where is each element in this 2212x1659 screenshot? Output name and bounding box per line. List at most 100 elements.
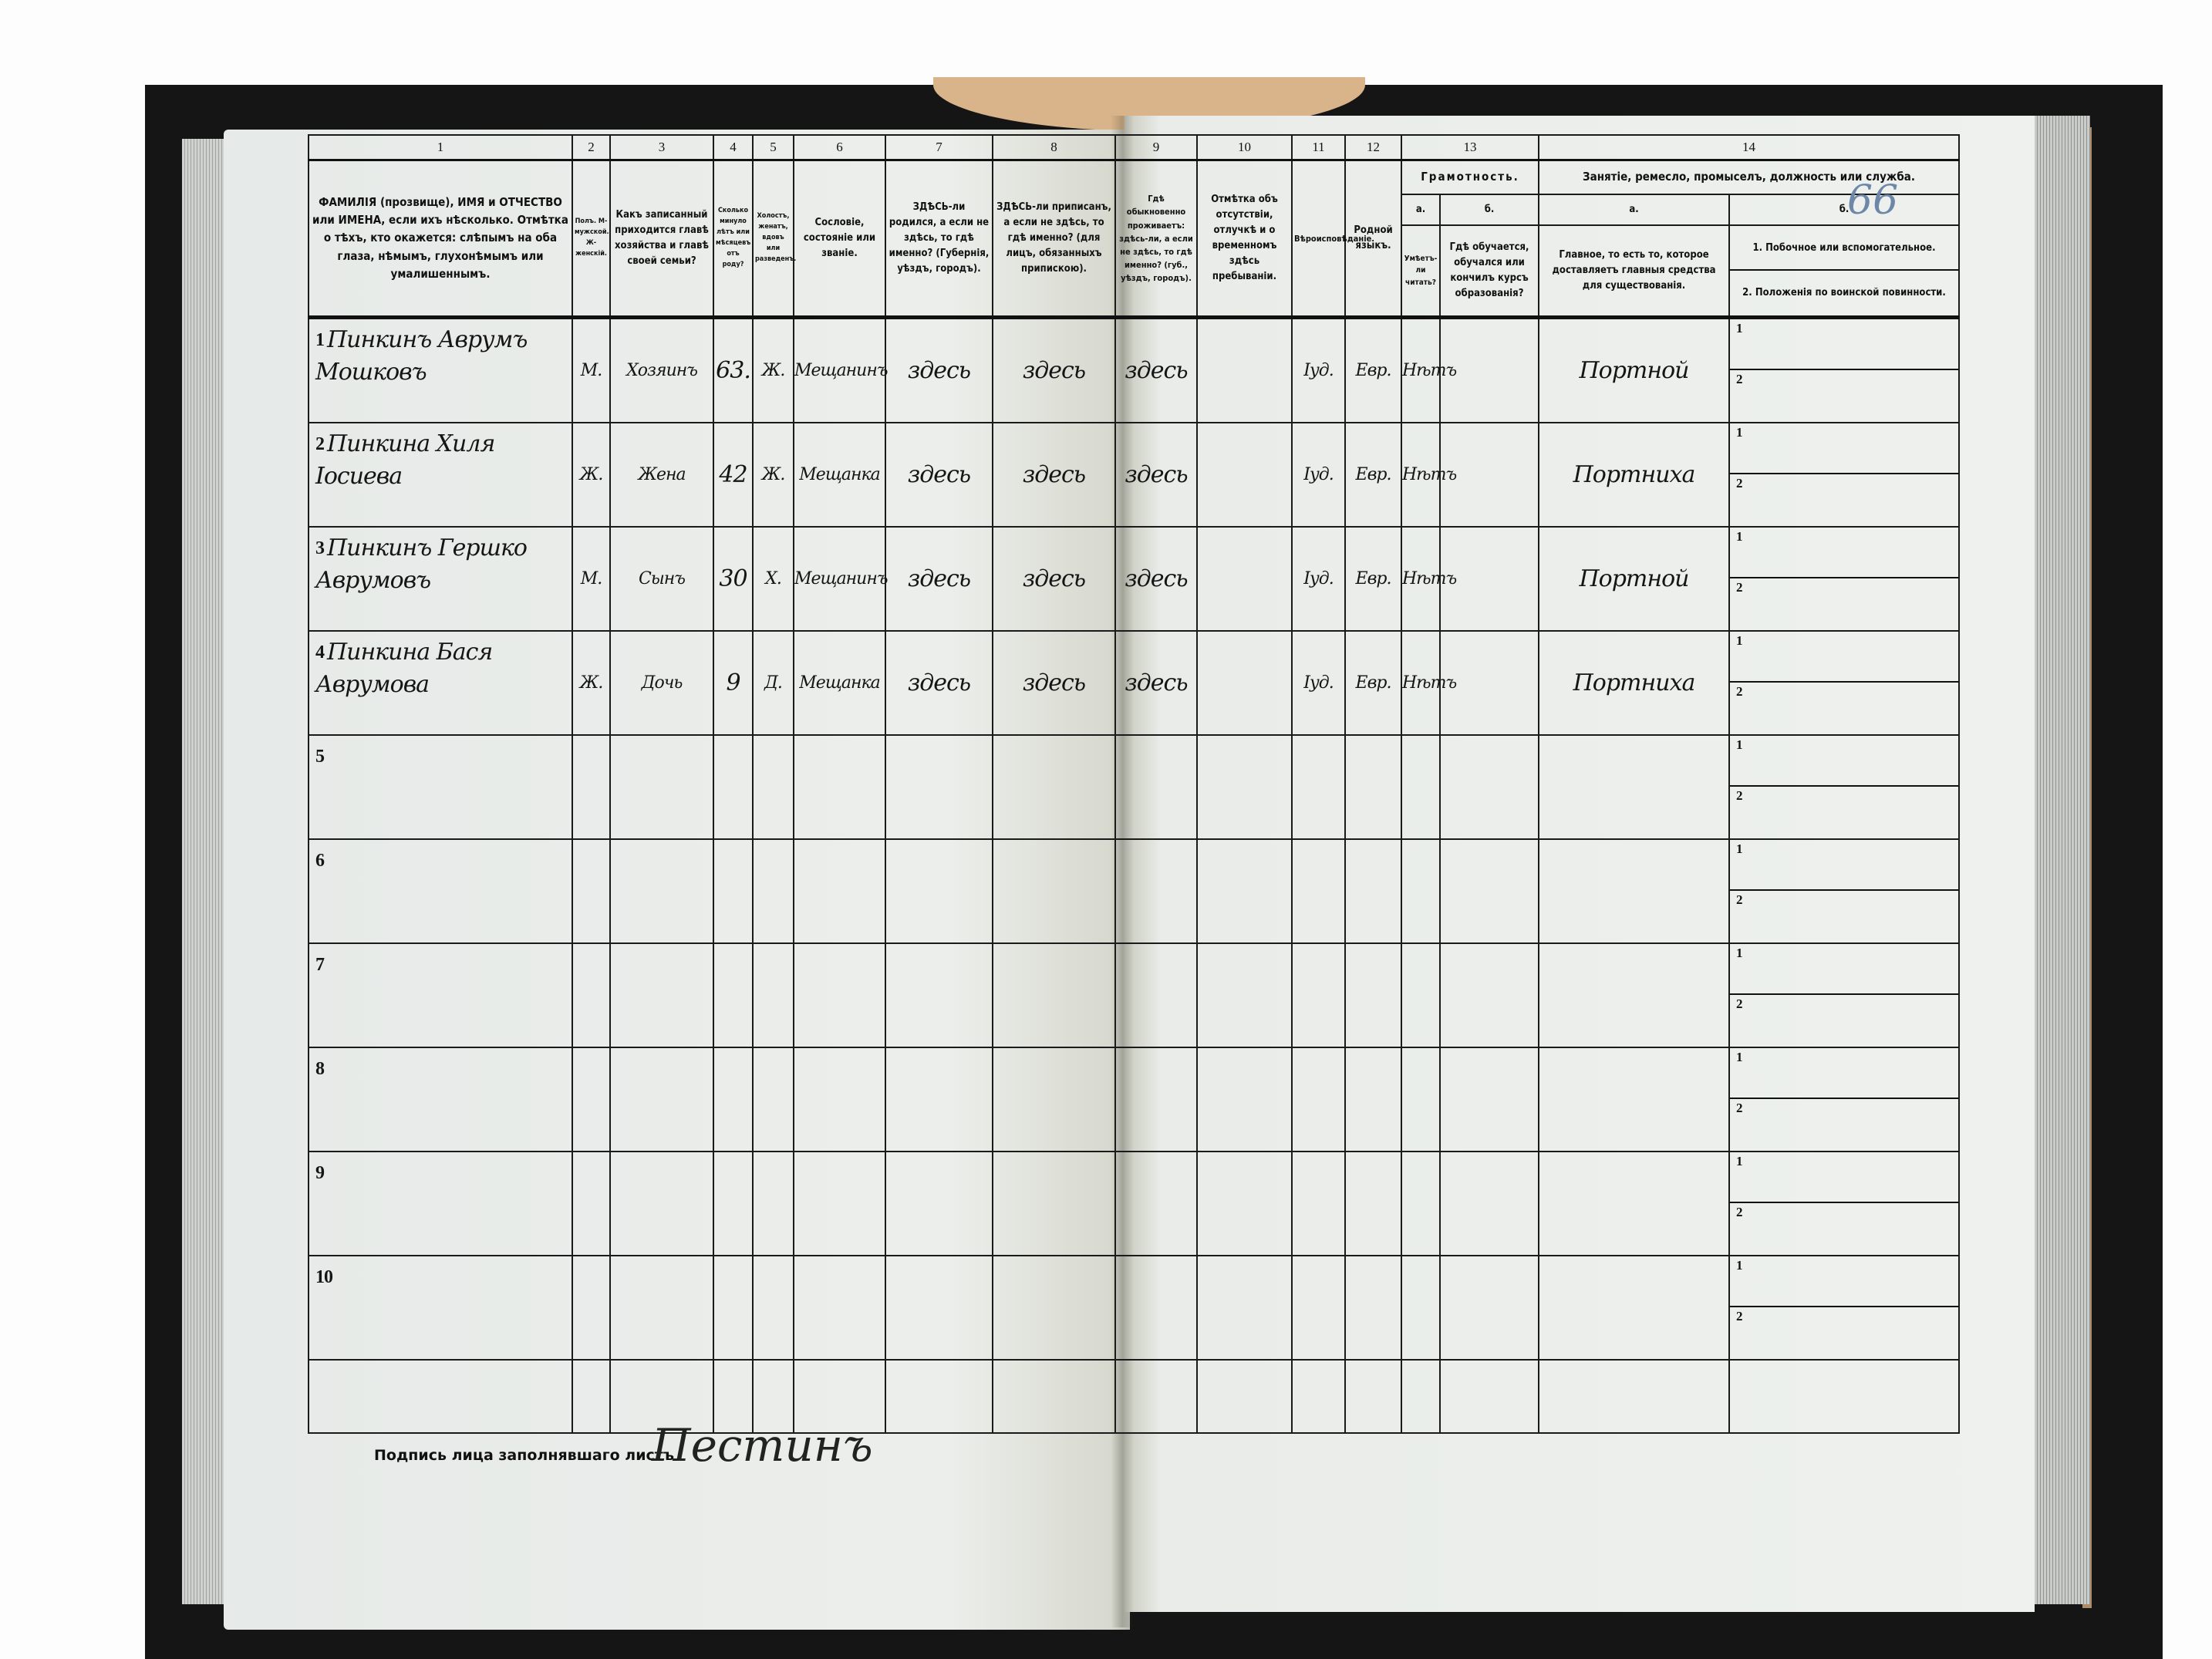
blank-cell [992, 1358, 1116, 1434]
age-cell [713, 1046, 754, 1152]
religion-cell [1291, 942, 1346, 1048]
religion-cell [1291, 1150, 1346, 1256]
education-cell [1439, 942, 1539, 1048]
blank-cell [1538, 1358, 1730, 1434]
header-marital: Холостъ, женатъ, вдовъ или разведенъ. [752, 159, 796, 319]
sub-line-1: 1 [1730, 944, 1958, 996]
row-number: 10 [315, 1266, 333, 1287]
registration-cell [992, 733, 1116, 840]
language-cell: Евр. [1344, 525, 1402, 632]
education-cell [1439, 1150, 1539, 1256]
header-secondary: 1. Побочное или вспомогательное. 2. Поло… [1728, 224, 1960, 319]
birthplace-cell [885, 1254, 993, 1361]
sub-line-2: 2 [1736, 580, 1743, 595]
row-number: 5 [315, 746, 325, 767]
relation-cell [609, 1046, 714, 1152]
education-cell [1439, 733, 1539, 840]
language-cell: Евр. [1344, 316, 1402, 423]
header-14a-letter: а. [1538, 193, 1730, 226]
residence-cell: здесь [1114, 316, 1198, 423]
name-cell: 5 [308, 733, 573, 840]
sub-line-2: 2 [1736, 892, 1743, 908]
header-registration: ЗДѢСЬ-ли приписанъ, а если не здѣсь, то … [992, 159, 1116, 319]
sex-cell [572, 942, 611, 1048]
birthplace-cell [885, 942, 993, 1048]
birthplace-cell [885, 1046, 993, 1152]
language-cell [1344, 1254, 1402, 1361]
blank-cell [885, 1358, 993, 1434]
education-cell [1439, 838, 1539, 944]
sex-cell: М. [572, 525, 611, 632]
age-cell [713, 838, 754, 944]
name-cell: 10 [308, 1254, 573, 1361]
marital-cell: Х. [752, 525, 794, 632]
sub-line-1: 1 [1730, 736, 1958, 787]
literacy-cell [1401, 1150, 1441, 1256]
sub-line-2: 2 [1736, 996, 1743, 1012]
col-number: 11 [1291, 134, 1346, 162]
estate-cell [793, 942, 886, 1048]
signature: Пестинъ [652, 1419, 873, 1472]
literacy-cell [1401, 733, 1441, 840]
occupation-cell: Портной [1538, 316, 1730, 423]
blank-cell [1728, 1358, 1960, 1434]
absence-cell [1196, 629, 1293, 736]
person-name: Пинкинъ Гершко Аврумовъ [315, 534, 528, 594]
language-cell [1344, 942, 1402, 1048]
row-number: 9 [315, 1162, 325, 1183]
name-cell: 9 [308, 1150, 573, 1256]
absence-cell [1196, 421, 1293, 528]
occupation-cell: Портной [1538, 525, 1730, 632]
blank-cell [609, 1358, 714, 1434]
absence-cell [1196, 942, 1293, 1048]
sub-line-1: 1 [1730, 423, 1958, 475]
row-number: 6 [315, 850, 325, 871]
table-row: 3 Пинкинъ Гершко Аврумовъ М. Сынъ 30 Х. Мещани… [308, 525, 1960, 632]
header-13b-letter: б. [1439, 193, 1539, 226]
religion-cell: Iуд. [1291, 421, 1346, 528]
blank-cell [308, 1358, 573, 1434]
absence-cell [1196, 1254, 1293, 1361]
sub-line-1: 1 [1730, 528, 1958, 579]
occupation-cell: Портниха [1538, 421, 1730, 528]
blank-cell [1344, 1358, 1402, 1434]
marital-cell [752, 733, 794, 840]
page-number: 66 [1847, 177, 1899, 224]
birthplace-cell: здесь [885, 525, 993, 632]
residence-cell [1114, 1046, 1198, 1152]
blank-cell [752, 1358, 794, 1434]
absence-cell [1196, 316, 1293, 423]
occupation-cell [1538, 838, 1730, 944]
col-number: 2 [572, 134, 611, 162]
registration-cell: здесь [992, 525, 1116, 632]
relation-cell: Хозяинъ [609, 316, 714, 423]
header-14b-letter: б. [1728, 193, 1960, 226]
estate-cell [793, 1150, 886, 1256]
estate-cell [793, 733, 886, 840]
name-cell: 3 Пинкинъ Гершко Аврумовъ [308, 525, 573, 632]
header-sex: Полъ. М-мужской. Ж-женскій. [572, 159, 611, 319]
blank-cell [1291, 1358, 1346, 1434]
education-cell [1439, 1046, 1539, 1152]
occupation-cell [1538, 1150, 1730, 1256]
name-cell: 8 [308, 1046, 573, 1152]
absence-cell [1196, 1046, 1293, 1152]
age-cell: 42 [713, 421, 754, 528]
sub-line-1: 1 [1730, 1152, 1958, 1204]
header-literacy: Грамотность. [1401, 159, 1539, 195]
language-cell [1344, 838, 1402, 944]
marital-cell [752, 942, 794, 1048]
blank-cell [1196, 1358, 1293, 1434]
marital-cell: Д. [752, 629, 794, 736]
header-language: Родной языкъ. [1344, 159, 1402, 319]
col-number: 12 [1344, 134, 1402, 162]
header-education: Гдѣ обучается, обучался или кончилъ курс… [1439, 224, 1539, 319]
residence-cell [1114, 838, 1198, 944]
residence-cell: здесь [1114, 525, 1198, 632]
